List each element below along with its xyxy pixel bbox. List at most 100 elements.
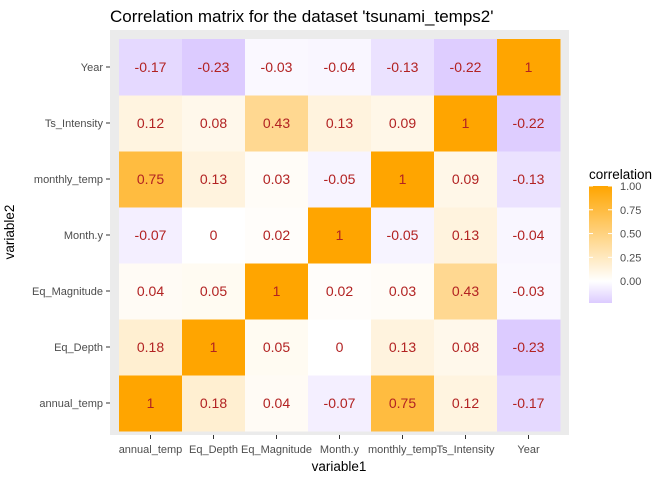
cell-value-label: 0.13 xyxy=(326,115,353,131)
y-tick-label: Month.y xyxy=(64,230,104,242)
x-tick-label: monthly_temp xyxy=(368,444,437,456)
cell-value-label: 0.18 xyxy=(137,339,164,355)
cell-value-label: -0.13 xyxy=(387,59,419,75)
y-tick-label: annual_temp xyxy=(39,398,103,410)
cell-value-label: 0.05 xyxy=(200,283,227,299)
heatmap-cell xyxy=(182,319,246,376)
x-tick-label: annual_temp xyxy=(119,444,183,456)
cell-value-label: 1 xyxy=(147,395,155,411)
cell-value-label: -0.07 xyxy=(324,395,356,411)
cell-value-label: 0 xyxy=(336,339,344,355)
heatmap-cell xyxy=(371,375,435,432)
cell-value-label: 0.09 xyxy=(452,171,479,187)
cell-value-label: 0.02 xyxy=(263,227,290,243)
heatmap-cell xyxy=(497,263,561,320)
heatmap-cell-labels: 1 0.18 0.04 -0.07 0.75 0.12 -0.17 0.18 1 0.05 0 0.1… xyxy=(135,59,545,411)
heatmap-cell xyxy=(119,319,183,376)
cell-value-label: 0.08 xyxy=(452,339,479,355)
heatmap-cell xyxy=(245,319,309,376)
heatmap-cell xyxy=(308,375,372,432)
heatmap-cell xyxy=(119,151,183,208)
x-tick-label: Eq_Depth xyxy=(189,444,238,456)
legend-title: correlation xyxy=(589,167,652,182)
cell-value-label: -0.17 xyxy=(513,395,545,411)
cell-value-label: 0.75 xyxy=(137,171,164,187)
cell-value-label: -0.13 xyxy=(513,171,545,187)
cell-value-label: 0.04 xyxy=(263,395,290,411)
y-tick-label: Ts_Intensity xyxy=(45,118,104,130)
cell-value-label: 0.43 xyxy=(263,115,290,131)
heatmap-cell xyxy=(497,39,561,96)
heatmap-cell xyxy=(182,95,246,152)
heatmap-cell xyxy=(245,39,309,96)
heatmap-cell xyxy=(308,151,372,208)
heatmap-cell xyxy=(371,95,435,152)
cell-value-label: 0.04 xyxy=(137,283,164,299)
chart-title: Correlation matrix for the dataset 'tsun… xyxy=(110,7,494,26)
heatmap-cell xyxy=(182,375,246,432)
cell-value-label: -0.04 xyxy=(513,227,545,243)
cell-value-label: 1 xyxy=(273,283,281,299)
cell-value-label: 0.02 xyxy=(326,283,353,299)
heatmap-cell xyxy=(371,263,435,320)
heatmap-cell xyxy=(497,375,561,432)
cell-value-label: 1 xyxy=(399,171,407,187)
cell-value-label: -0.23 xyxy=(198,59,230,75)
heatmap-cell xyxy=(434,39,498,96)
heatmap-cell xyxy=(497,151,561,208)
heatmap-cell xyxy=(119,375,183,432)
y-tick-label: Eq_Depth xyxy=(54,342,103,354)
x-tick-label: Eq_Magnitude xyxy=(241,444,312,456)
cell-value-label: -0.22 xyxy=(450,59,482,75)
heatmap-cell xyxy=(497,207,561,264)
heatmap-cell xyxy=(182,151,246,208)
heatmap-cell xyxy=(497,319,561,376)
cell-value-label: 0.05 xyxy=(263,339,290,355)
cell-value-label: -0.04 xyxy=(324,59,356,75)
legend-tick-label: 0.25 xyxy=(620,252,641,264)
x-tick-label: Month.y xyxy=(320,444,360,456)
heatmap-cell xyxy=(245,207,309,264)
cell-value-label: -0.22 xyxy=(513,115,545,131)
cell-value-label: 0.12 xyxy=(452,395,479,411)
heatmap-cell xyxy=(245,375,309,432)
cell-value-label: 0.09 xyxy=(389,115,416,131)
legend-tick-label: 1.00 xyxy=(620,181,641,193)
cell-value-label: -0.23 xyxy=(513,339,545,355)
cell-value-label: -0.17 xyxy=(135,59,167,75)
heatmap-cell xyxy=(182,207,246,264)
heatmap-cell xyxy=(308,319,372,376)
heatmap-cell xyxy=(308,95,372,152)
cell-value-label: 0.13 xyxy=(452,227,479,243)
cell-value-label: 1 xyxy=(210,339,218,355)
heatmap-cell xyxy=(119,263,183,320)
heatmap-cell xyxy=(119,39,183,96)
heatmap-cell xyxy=(434,263,498,320)
cell-value-label: 0.18 xyxy=(200,395,227,411)
y-axis-ticks: annual_temp Eq_Depth Eq_Magnitude Month.y mo… xyxy=(32,62,110,410)
cell-value-label: 0.13 xyxy=(389,339,416,355)
x-axis-title: variable1 xyxy=(312,459,367,474)
cell-value-label: 0.13 xyxy=(200,171,227,187)
cell-value-label: 0.03 xyxy=(263,171,290,187)
x-axis-ticks: annual_temp Eq_Depth Eq_Magnitude Month.y mo… xyxy=(119,435,540,456)
heatmap-cell xyxy=(434,95,498,152)
heatmap-cell xyxy=(371,207,435,264)
cell-value-label: 1 xyxy=(525,59,533,75)
heatmap-cell xyxy=(371,319,435,376)
heatmap-cells xyxy=(119,39,561,432)
heatmap-cell xyxy=(371,151,435,208)
cell-value-label: -0.05 xyxy=(324,171,356,187)
cell-value-label: -0.03 xyxy=(261,59,293,75)
cell-value-label: 0.08 xyxy=(200,115,227,131)
heatmap-cell xyxy=(245,151,309,208)
cell-value-label: 0.75 xyxy=(389,395,416,411)
y-tick-label: Year xyxy=(81,62,104,74)
cell-value-label: -0.07 xyxy=(135,227,167,243)
cell-value-label: 0.03 xyxy=(389,283,416,299)
cell-value-label: 1 xyxy=(336,227,344,243)
heatmap-cell xyxy=(308,39,372,96)
heatmap-cell xyxy=(434,319,498,376)
y-tick-label: monthly_temp xyxy=(34,174,103,186)
